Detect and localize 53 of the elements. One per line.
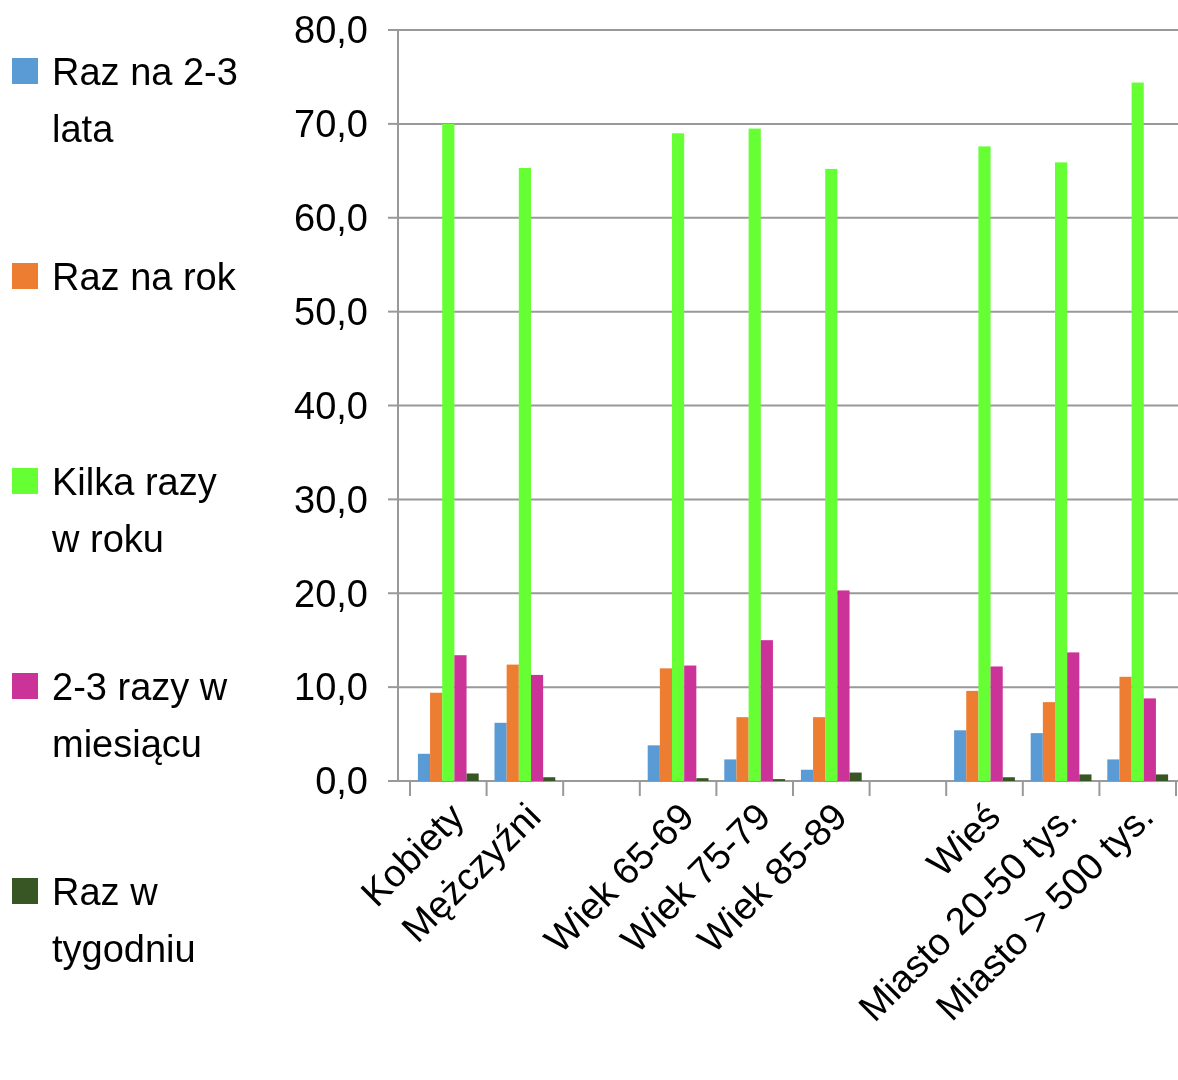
bar xyxy=(954,730,967,781)
bar xyxy=(417,753,431,781)
bar xyxy=(748,128,761,781)
legend-label: Raz na 2-3 lata xyxy=(52,51,238,151)
bar xyxy=(506,664,519,781)
y-tick-label: 80,0 xyxy=(294,9,368,52)
y-tick-label: 70,0 xyxy=(294,103,368,146)
bar xyxy=(494,722,507,781)
bar xyxy=(736,717,749,781)
bar xyxy=(837,590,850,781)
bar xyxy=(530,674,544,781)
bar xyxy=(466,773,479,781)
bar xyxy=(800,769,814,781)
y-tick-label: 0,0 xyxy=(315,760,368,803)
bar xyxy=(825,168,838,781)
bar xyxy=(518,168,531,781)
bar xyxy=(696,778,709,781)
bar xyxy=(1055,162,1068,781)
legend-label: 2-3 razy w miesiącu xyxy=(52,666,228,766)
legend-label: Raz na rok xyxy=(52,256,237,299)
legend-label: Raz w tygodniu xyxy=(52,871,196,971)
bar xyxy=(647,745,660,781)
y-tick-label: 30,0 xyxy=(294,478,368,521)
bar xyxy=(430,692,443,781)
bar xyxy=(442,123,455,781)
y-tick-label: 40,0 xyxy=(294,384,368,427)
bar xyxy=(966,690,979,781)
bar xyxy=(813,717,826,781)
bar xyxy=(990,666,1003,781)
bar xyxy=(1030,733,1043,781)
bar xyxy=(1079,774,1092,781)
bar xyxy=(1002,777,1015,781)
bar xyxy=(978,146,991,781)
y-tick-label: 20,0 xyxy=(294,572,368,615)
bar xyxy=(684,665,697,781)
bar xyxy=(1107,759,1120,781)
bar xyxy=(543,777,556,781)
bar xyxy=(724,759,737,781)
bar xyxy=(849,772,862,781)
bar xyxy=(760,640,773,781)
bar xyxy=(1119,676,1132,781)
y-tick-label: 10,0 xyxy=(294,666,368,709)
bar xyxy=(1067,652,1080,781)
y-tick-label: 50,0 xyxy=(294,290,368,333)
bar xyxy=(659,668,673,781)
bar xyxy=(1131,82,1144,781)
y-tick-label: 60,0 xyxy=(294,197,368,240)
bar xyxy=(454,655,467,781)
legend-label: Kilka razy w roku xyxy=(51,461,217,561)
bar xyxy=(1155,774,1169,781)
bar xyxy=(672,133,685,781)
bar xyxy=(1042,702,1056,781)
bar xyxy=(1143,698,1156,781)
